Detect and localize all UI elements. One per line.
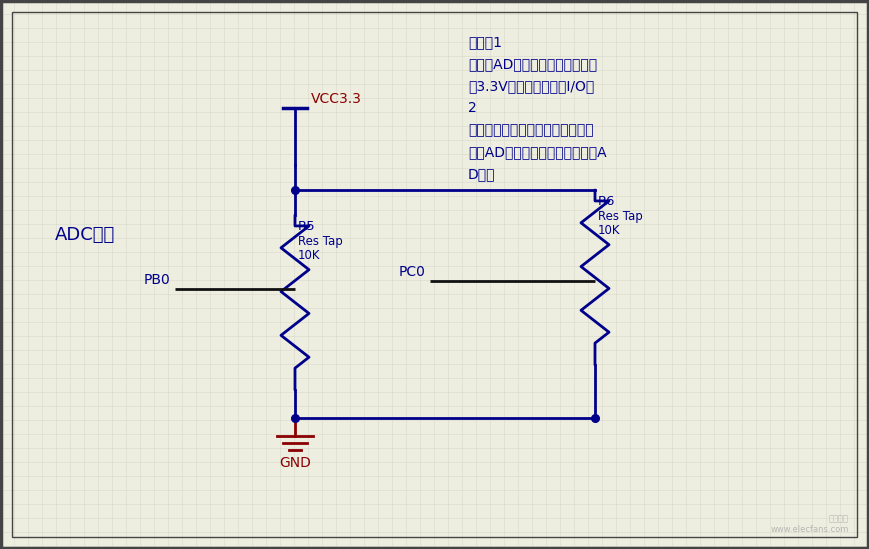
Text: VCC3.3: VCC3.3 — [311, 92, 362, 106]
Text: 注意：1: 注意：1 — [468, 35, 502, 49]
Text: 2: 2 — [468, 101, 477, 115]
Text: ADC实验: ADC实验 — [55, 226, 116, 244]
Text: 10K: 10K — [598, 224, 620, 237]
Text: 这里焊接了两个变阔器可以完成单: 这里焊接了两个变阔器可以完成单 — [468, 123, 594, 137]
Text: 10K: 10K — [298, 249, 321, 262]
Text: PC0: PC0 — [398, 265, 425, 279]
Text: R6: R6 — [598, 195, 615, 208]
Text: PB0: PB0 — [143, 272, 170, 287]
Text: Res Tap: Res Tap — [298, 235, 342, 248]
Text: D采样: D采样 — [468, 167, 495, 181]
Text: 电子发发
www.elecfans.com: 电子发发 www.elecfans.com — [771, 514, 849, 534]
Text: 这里的AD采样电压最大值不能超: 这里的AD采样电压最大值不能超 — [468, 57, 597, 71]
Text: 个的AD采样，也可以完成双通道A: 个的AD采样，也可以完成双通道A — [468, 145, 607, 159]
Text: Res Tap: Res Tap — [598, 210, 643, 223]
Text: GND: GND — [279, 456, 311, 470]
Text: R5: R5 — [298, 220, 315, 233]
Text: 过3.3V，否则容易烧坏I/O口: 过3.3V，否则容易烧坏I/O口 — [468, 79, 594, 93]
